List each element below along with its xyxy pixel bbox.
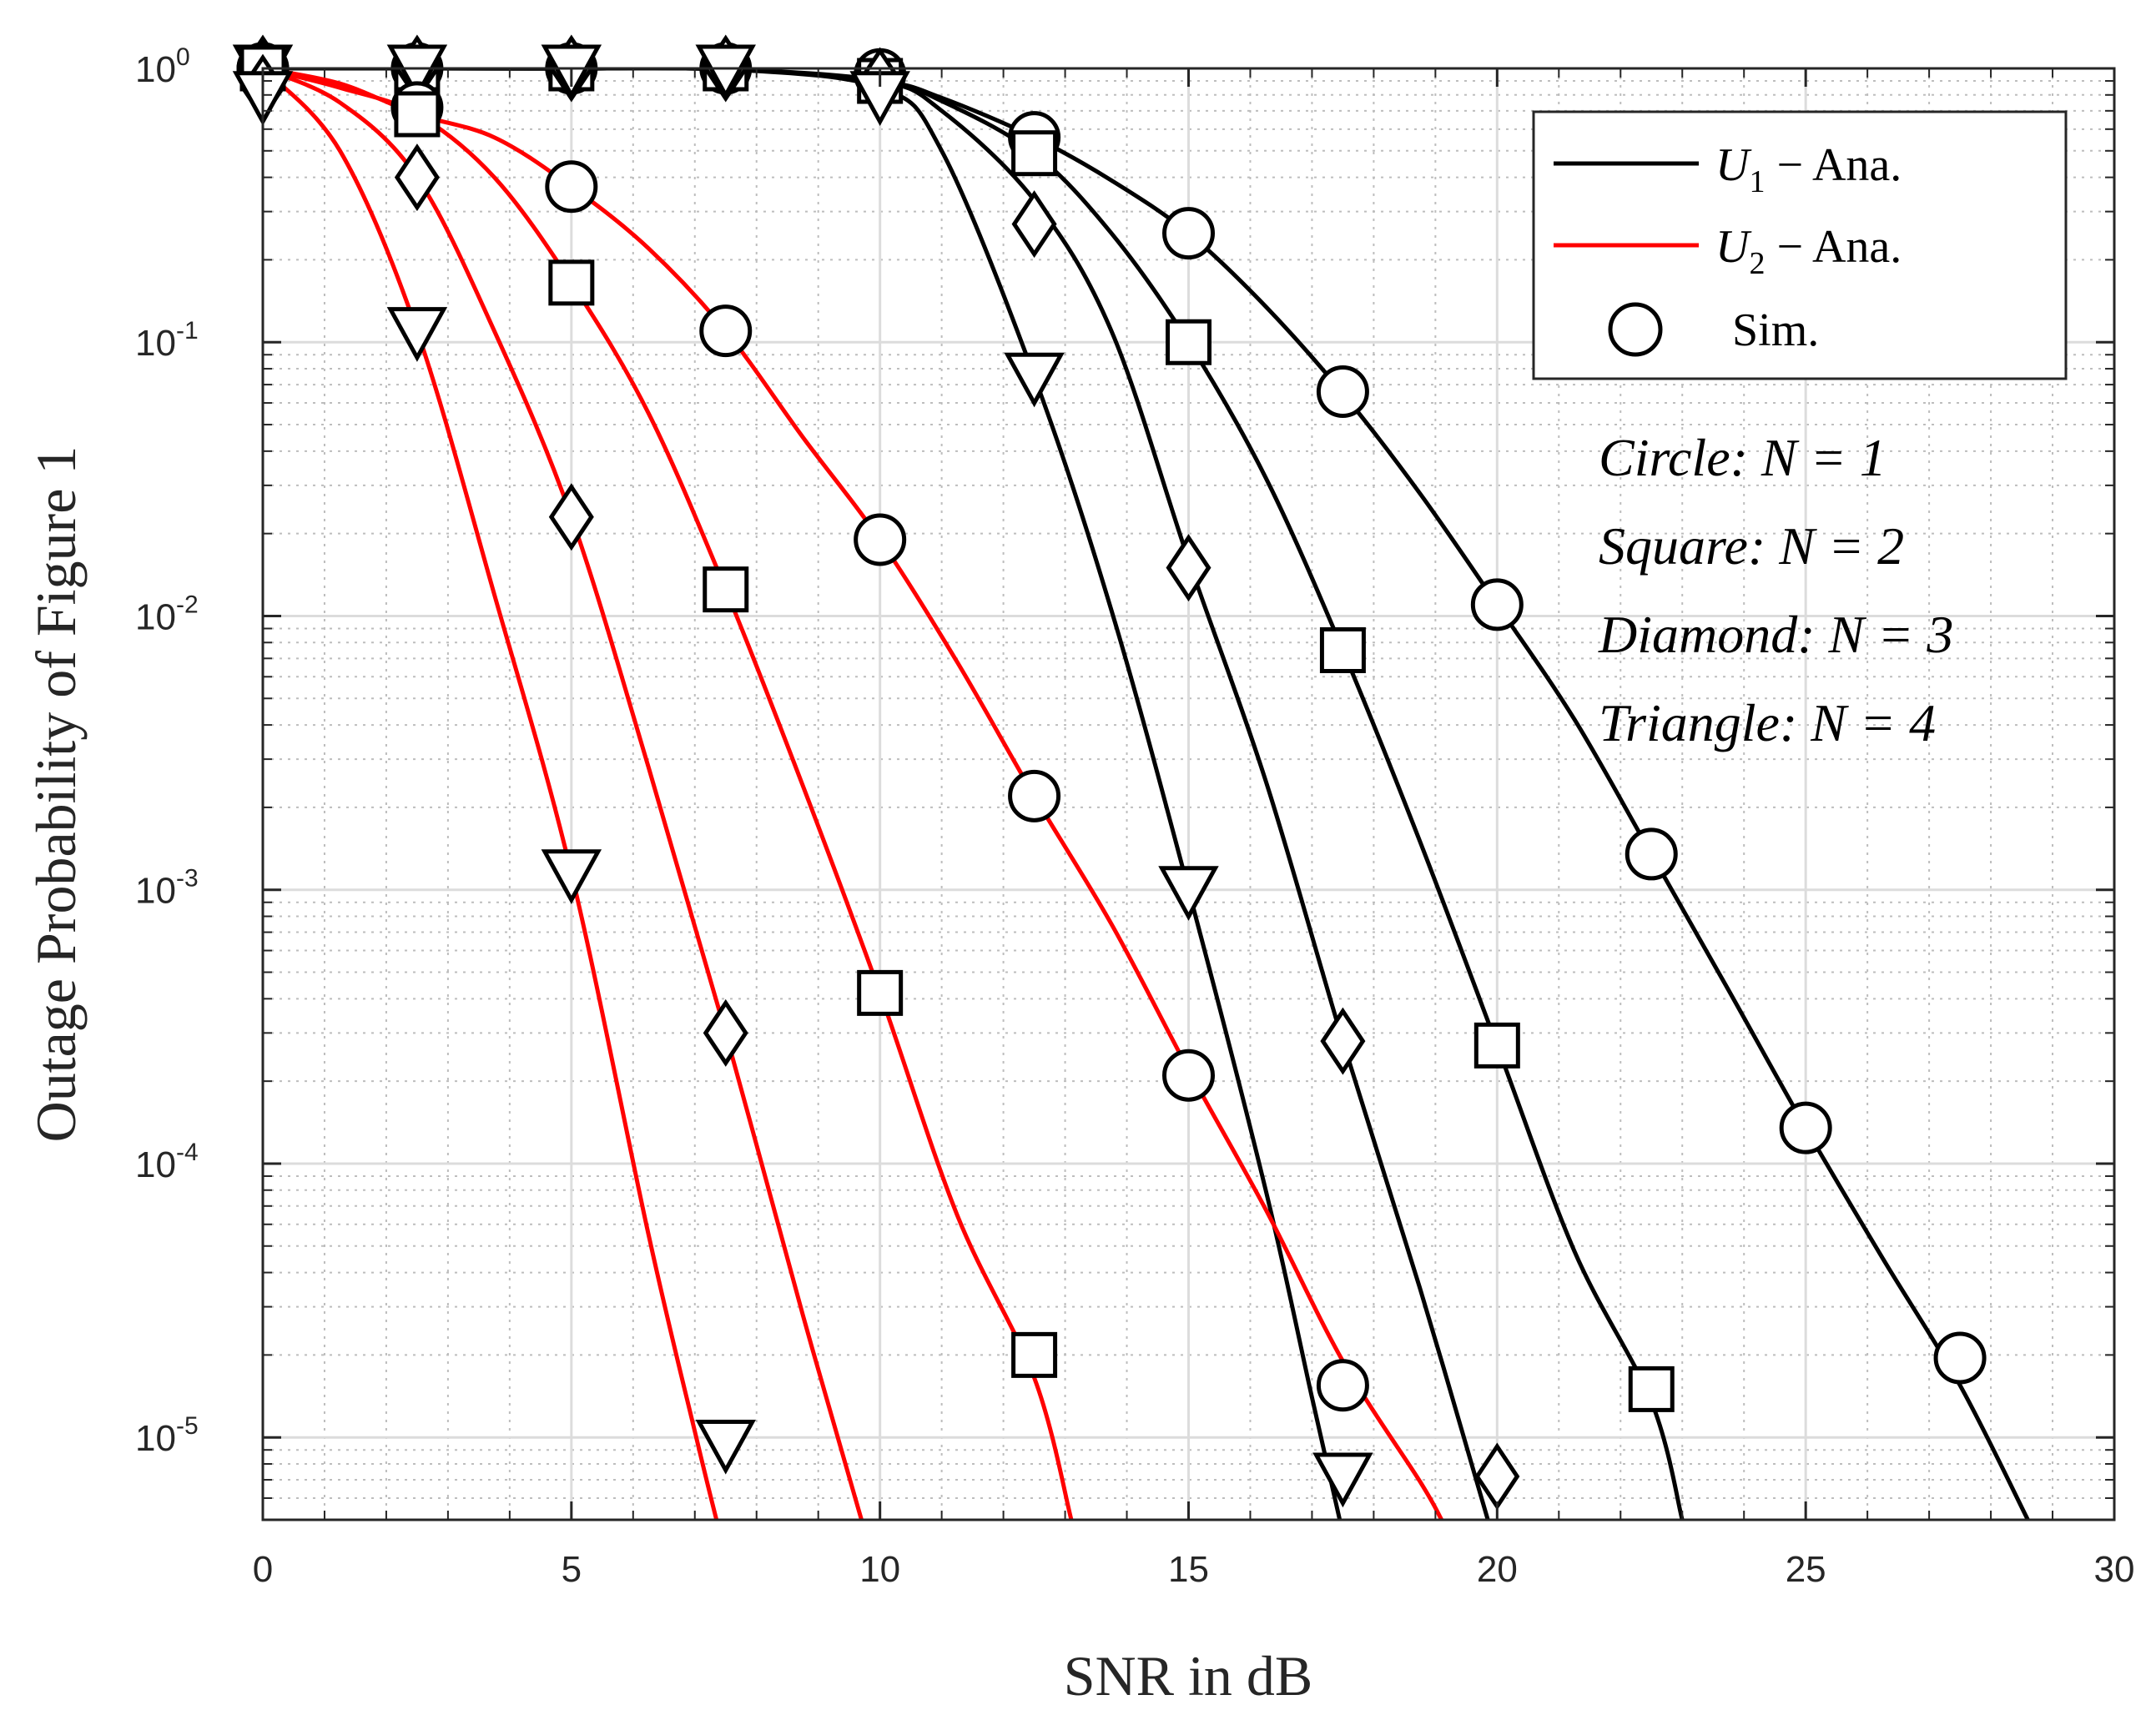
marker-triangle bbox=[1312, 1452, 1373, 1508]
marker-triangle bbox=[1004, 352, 1065, 408]
legend: U1 − Ana. U2 − Ana. Sim. bbox=[1532, 110, 2068, 380]
marker-diamond bbox=[1011, 190, 1057, 259]
marker-circle bbox=[699, 304, 753, 358]
x-tick-label: 25 bbox=[1786, 1549, 1826, 1590]
legend-label-u1: U1 − Ana. bbox=[1715, 139, 1902, 199]
x-axis-label: SNR in dB bbox=[1064, 1644, 1313, 1707]
x-tick-label: 15 bbox=[1168, 1549, 1209, 1590]
x-tick-label: 5 bbox=[562, 1549, 582, 1590]
annotation-triangle: Triangle: N = 4 bbox=[1599, 693, 1936, 752]
legend-marker-circle bbox=[1608, 302, 1663, 357]
x-tick-label: 30 bbox=[2094, 1549, 2135, 1590]
marker-triangle bbox=[386, 307, 448, 362]
y-tick-label: 10-4 bbox=[135, 1139, 199, 1185]
y-tick-label: 10-3 bbox=[135, 865, 199, 912]
legend-label-u2: U2 − Ana. bbox=[1715, 221, 1902, 281]
marker-circle bbox=[1933, 1331, 1987, 1385]
curve-u2-n1 bbox=[263, 68, 1443, 1520]
marker-triangle bbox=[1158, 866, 1219, 921]
annotation-square: Square: N = 2 bbox=[1599, 516, 1904, 576]
x-tick-label: 10 bbox=[859, 1549, 900, 1590]
marker-square bbox=[1628, 1365, 1675, 1412]
marker-square bbox=[1011, 130, 1058, 177]
marker-triangle bbox=[695, 44, 756, 100]
y-axis-label: Outage Probability of Figure 1 bbox=[24, 446, 88, 1143]
marker-square bbox=[1011, 1331, 1058, 1378]
marker-triangle bbox=[695, 1420, 756, 1475]
marker-annotations: Circle: N = 1 Square: N = 2 Diamond: N =… bbox=[1598, 428, 1953, 752]
y-tick-label: 10-1 bbox=[135, 317, 199, 364]
curve-u2-n3 bbox=[263, 68, 864, 1520]
tick-marks bbox=[261, 67, 2116, 1520]
marker-circle bbox=[1316, 1359, 1369, 1412]
marker-circle bbox=[1162, 1049, 1215, 1102]
grid bbox=[261, 67, 2116, 1520]
marker-circle bbox=[1316, 365, 1369, 418]
x-tick-label: 0 bbox=[253, 1549, 273, 1590]
marker-diamond bbox=[548, 483, 594, 551]
marker-circle bbox=[545, 160, 598, 214]
marker-diamond bbox=[394, 143, 440, 212]
y-tick-label: 100 bbox=[135, 43, 190, 90]
simulation-markers bbox=[232, 34, 1987, 1511]
x-tick-label: 20 bbox=[1477, 1549, 1518, 1590]
x-tick-labels: 0 5 10 15 20 25 30 bbox=[253, 1549, 2135, 1590]
marker-triangle bbox=[386, 44, 448, 100]
marker-diamond bbox=[1320, 1007, 1366, 1075]
y-tick-labels: 10-5 10-4 10-3 10-2 10-1 100 bbox=[135, 43, 199, 1459]
marker-circle bbox=[1779, 1101, 1832, 1154]
marker-circle bbox=[1625, 827, 1678, 881]
marker-circle bbox=[1008, 769, 1061, 822]
marker-square bbox=[857, 969, 904, 1016]
annotation-diamond: Diamond: N = 3 bbox=[1598, 605, 1953, 664]
marker-triangle bbox=[541, 849, 602, 904]
marker-square bbox=[548, 259, 595, 306]
marker-circle bbox=[1470, 578, 1524, 631]
marker-circle bbox=[854, 513, 907, 566]
marker-square bbox=[1166, 319, 1211, 365]
legend-label-sim: Sim. bbox=[1732, 304, 1819, 356]
marker-circle bbox=[1162, 207, 1215, 260]
curve-u2-n4 bbox=[263, 68, 719, 1520]
marker-diamond bbox=[703, 998, 748, 1067]
marker-square bbox=[703, 566, 749, 613]
marker-diamond bbox=[1166, 534, 1211, 602]
marker-square bbox=[1473, 1022, 1520, 1069]
y-tick-label: 10-5 bbox=[135, 1412, 199, 1459]
y-tick-label: 10-2 bbox=[135, 591, 199, 637]
marker-square bbox=[394, 91, 441, 138]
annotation-circle: Circle: N = 1 bbox=[1599, 428, 1886, 487]
marker-square bbox=[1319, 626, 1366, 673]
